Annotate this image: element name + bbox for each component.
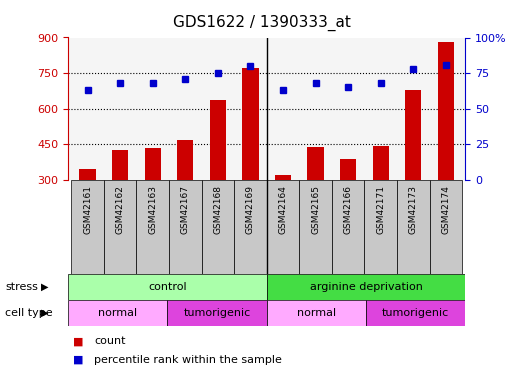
Text: GSM42173: GSM42173	[409, 185, 418, 234]
Bar	[71, 180, 104, 274]
Text: arginine deprivation: arginine deprivation	[310, 282, 423, 292]
Text: GSM42165: GSM42165	[311, 185, 320, 234]
Bar	[365, 180, 397, 274]
Text: count: count	[94, 336, 126, 346]
Bar	[397, 180, 429, 274]
Text: percentile rank within the sample: percentile rank within the sample	[94, 355, 282, 365]
Bar	[79, 170, 96, 180]
Bar	[405, 90, 422, 180]
Bar	[299, 180, 332, 274]
Bar	[177, 140, 194, 180]
Bar	[167, 300, 267, 326]
Text: GSM42169: GSM42169	[246, 185, 255, 234]
Text: GDS1622 / 1390333_at: GDS1622 / 1390333_at	[173, 15, 350, 31]
Text: tumorigenic: tumorigenic	[184, 308, 251, 318]
Text: cell type: cell type	[5, 308, 53, 318]
Bar	[210, 100, 226, 180]
Bar	[234, 180, 267, 274]
Bar	[112, 150, 128, 180]
Text: ▶: ▶	[41, 308, 48, 318]
Bar	[267, 274, 465, 300]
Text: GSM42171: GSM42171	[376, 185, 385, 234]
Text: stress: stress	[5, 282, 38, 292]
Text: GSM42166: GSM42166	[344, 185, 353, 234]
Bar	[104, 180, 137, 274]
Bar	[137, 180, 169, 274]
Bar	[275, 175, 291, 180]
Text: GSM42163: GSM42163	[148, 185, 157, 234]
Text: GSM42161: GSM42161	[83, 185, 92, 234]
Bar	[201, 180, 234, 274]
Bar	[366, 300, 465, 326]
Text: GSM42174: GSM42174	[441, 185, 450, 234]
Bar	[438, 42, 454, 180]
Bar	[308, 147, 324, 180]
Text: GSM42167: GSM42167	[181, 185, 190, 234]
Bar	[267, 180, 299, 274]
Bar	[144, 148, 161, 180]
Text: ▶: ▶	[41, 282, 48, 292]
Bar	[340, 159, 356, 180]
Text: GSM42162: GSM42162	[116, 185, 124, 234]
Text: ■: ■	[73, 336, 84, 346]
Text: GSM42164: GSM42164	[279, 185, 288, 234]
Text: control: control	[148, 282, 187, 292]
Bar	[242, 68, 258, 180]
Text: GSM42168: GSM42168	[213, 185, 222, 234]
Text: normal: normal	[98, 308, 137, 318]
Bar	[267, 300, 366, 326]
Text: tumorigenic: tumorigenic	[382, 308, 449, 318]
Text: ■: ■	[73, 355, 84, 365]
Bar	[429, 180, 462, 274]
Text: normal: normal	[297, 308, 336, 318]
Bar	[68, 300, 167, 326]
Bar	[332, 180, 365, 274]
Bar	[169, 180, 201, 274]
Bar	[68, 274, 267, 300]
Bar	[372, 146, 389, 180]
